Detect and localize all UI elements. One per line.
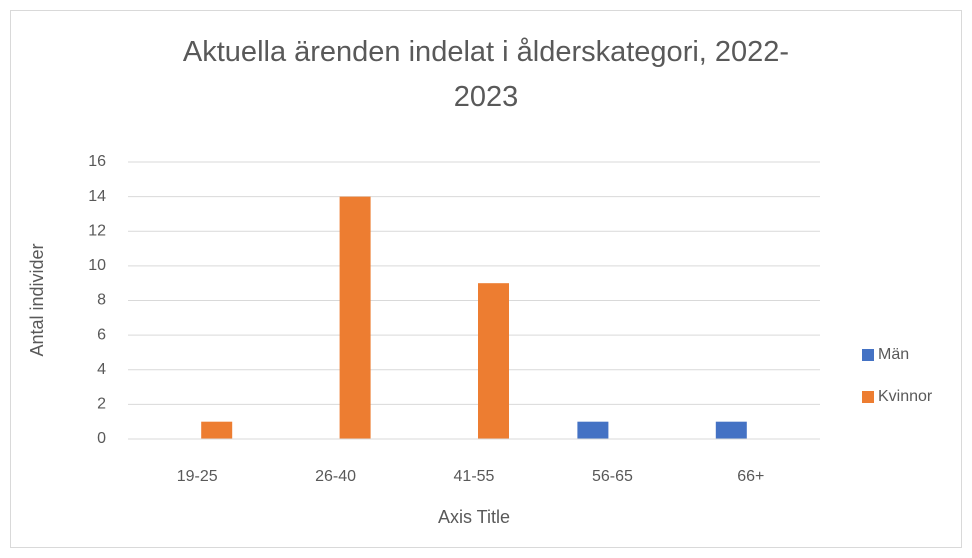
y-tick-label: 8 xyxy=(97,292,106,309)
bar xyxy=(339,196,371,439)
y-tick-label: 2 xyxy=(97,396,106,413)
x-tick-label: 26-40 xyxy=(315,468,356,485)
legend-swatch xyxy=(862,349,874,361)
legend-label: Män xyxy=(878,346,909,363)
chart-border xyxy=(10,10,962,548)
y-tick-label: 12 xyxy=(88,222,106,239)
x-axis-title: Axis Title xyxy=(438,507,510,527)
legend-label: Kvinnor xyxy=(878,388,933,405)
x-tick-label: 56-65 xyxy=(592,468,633,485)
legend-swatch xyxy=(862,391,874,403)
chart-title: Aktuella ärenden indelat i ålderskategor… xyxy=(182,36,790,113)
x-tick-label: 41-55 xyxy=(454,468,495,485)
x-tick-label: 19-25 xyxy=(177,468,218,485)
y-tick-label: 6 xyxy=(97,326,106,343)
bar xyxy=(715,421,747,439)
y-tick-label: 0 xyxy=(97,430,106,447)
bar xyxy=(577,421,609,439)
bar xyxy=(201,421,233,439)
bar xyxy=(478,283,509,439)
y-tick-label: 10 xyxy=(88,257,106,274)
y-axis-title: Antal individer xyxy=(27,243,47,356)
y-tick-label: 4 xyxy=(97,361,106,378)
x-tick-label: 66+ xyxy=(737,468,764,485)
y-tick-label: 14 xyxy=(88,188,106,205)
y-tick-label: 16 xyxy=(88,153,106,170)
